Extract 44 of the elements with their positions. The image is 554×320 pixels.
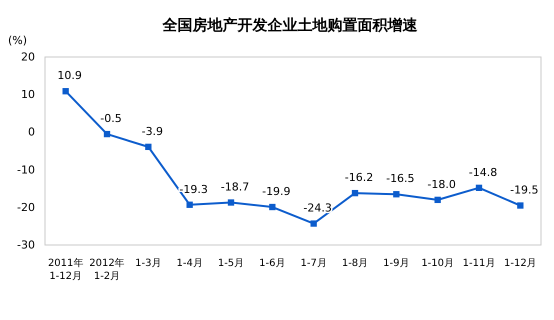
text: -16.5 — [386, 172, 415, 186]
point — [228, 199, 234, 206]
x-tick-label: 1-11月 — [462, 258, 496, 270]
text: -19.5 — [510, 184, 539, 197]
y-tick-label: 10 — [21, 88, 35, 102]
text: 10.9 — [57, 69, 82, 82]
point — [352, 190, 358, 196]
point — [476, 184, 482, 192]
text: -14.8 — [468, 166, 498, 179]
x-tick-label: 1-12月 — [504, 258, 537, 270]
text: -19.3 — [179, 182, 208, 196]
x-tick-label: 2011年 1-12月 — [48, 257, 84, 282]
y-axis-title: (%) — [8, 34, 28, 47]
text: -18.0 — [427, 178, 456, 191]
point — [104, 130, 110, 138]
point — [517, 202, 524, 209]
y-tick-label: -10 — [17, 163, 35, 176]
x-tick-label: 1-10月 — [421, 258, 454, 270]
x-tick-label: 1-6月 — [259, 258, 286, 270]
text: -24.3 — [303, 202, 332, 215]
text: -3.9 — [142, 124, 164, 138]
text: -16.2 — [344, 171, 374, 184]
text: -0.5 — [100, 112, 122, 126]
y-tick-label: 0 — [28, 126, 35, 139]
y-tick-label: 20 — [21, 50, 35, 64]
point — [186, 202, 193, 208]
x-tick-label: 1-5月 — [218, 258, 244, 270]
x-tick-label: 1-3月 — [135, 258, 162, 270]
x-tick-label: 1-7月 — [300, 258, 327, 270]
chart-title: 全国房地产开发企业土地购置面积增速 — [162, 16, 418, 34]
y-tick-label: -30 — [17, 238, 35, 252]
point — [62, 88, 69, 94]
point — [145, 144, 152, 150]
y-tick-label: -20 — [17, 200, 35, 214]
point — [269, 204, 276, 210]
text: -18.7 — [220, 180, 250, 194]
x-tick-label: 2012年 1-2月 — [89, 257, 125, 282]
point — [434, 196, 441, 204]
text: -19.9 — [262, 185, 291, 198]
point — [393, 191, 400, 198]
point — [310, 220, 317, 227]
x-tick-label: 1-4月 — [176, 258, 203, 270]
x-tick-label: 1-9月 — [383, 258, 410, 270]
x-tick-label: 1-8月 — [342, 258, 368, 270]
